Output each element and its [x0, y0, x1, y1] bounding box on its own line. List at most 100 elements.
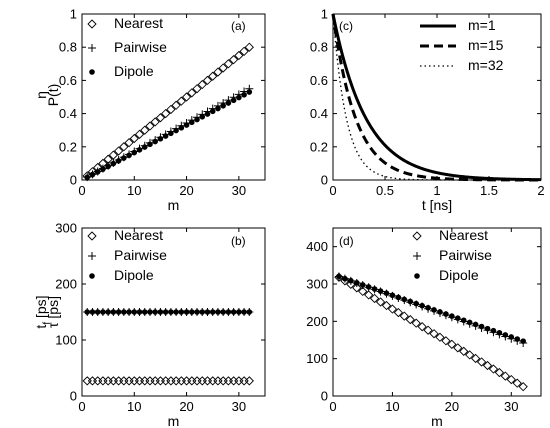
- data-point: [124, 138, 134, 148]
- data-point: [449, 313, 455, 319]
- data-point: [176, 96, 186, 106]
- data-point: [359, 282, 366, 288]
- data-point: [168, 130, 174, 137]
- data-point: [228, 55, 239, 65]
- data-point: [178, 125, 185, 131]
- data-point: [358, 286, 368, 297]
- data-point: [234, 50, 244, 61]
- data-point: [223, 59, 234, 69]
- data-point: [171, 376, 181, 386]
- data-point: [244, 376, 254, 386]
- y-tick-label: 200: [55, 277, 77, 292]
- data-point: [129, 133, 139, 144]
- data-point: [108, 376, 119, 386]
- data-point: [157, 309, 164, 315]
- data-point: [183, 309, 190, 315]
- panel-c: 0 0.5 1 1.5 200.20.40.60.81t [ns]P(t)(c) m=1m…: [45, 7, 545, 214]
- x-tick-label: 30: [232, 399, 246, 414]
- y-tick-label: 0.2: [59, 139, 77, 154]
- data-point: [241, 91, 247, 98]
- data-point: [246, 309, 253, 315]
- data-point: [178, 309, 185, 315]
- data-point: [407, 298, 414, 305]
- data-point: [476, 357, 487, 367]
- y-axis-label: tf [ps]: [33, 295, 53, 328]
- data-point: [192, 84, 202, 94]
- data-point: [377, 288, 384, 294]
- data-point: [215, 309, 221, 315]
- data-point: [183, 122, 190, 128]
- data-point: [145, 121, 155, 131]
- x-tick-label: 0: [329, 399, 336, 414]
- y-tick-label: 1: [70, 7, 77, 22]
- data-point: [82, 376, 92, 386]
- data-point: [218, 376, 228, 386]
- y-tick-label: 0.8: [310, 40, 328, 55]
- data-point: [500, 371, 510, 381]
- data-point: [105, 309, 111, 315]
- data-point: [119, 142, 129, 152]
- data-point: [161, 376, 171, 386]
- x-axis-label: m: [168, 197, 180, 213]
- legend-label: Dipole: [114, 267, 154, 283]
- legend-label: m=15: [468, 37, 504, 53]
- series-nearest: [82, 42, 254, 181]
- legend-label: Nearest: [114, 15, 163, 31]
- data-point: [465, 350, 475, 360]
- series-nearest: [82, 376, 254, 386]
- y-tick-label: 300: [55, 221, 77, 236]
- series-line-m=32: [332, 13, 541, 181]
- data-point: [204, 111, 211, 117]
- data-point: [208, 71, 218, 81]
- data-point: [89, 309, 96, 315]
- data-point: [166, 104, 176, 115]
- data-point: [494, 367, 505, 378]
- data-point: [157, 136, 164, 142]
- y-tick-label: 300: [306, 277, 328, 292]
- data-point: [150, 117, 160, 127]
- data-point: [155, 376, 166, 386]
- y-tick-label: 0.6: [59, 73, 77, 88]
- y-tick-label: 0.8: [59, 40, 77, 55]
- data-point: [162, 309, 169, 315]
- data-point: [204, 309, 211, 315]
- data-point: [176, 376, 186, 386]
- axes-box: [81, 227, 266, 397]
- series-dipole: [84, 309, 253, 315]
- legend: Nearest Pairwise Dipole: [412, 227, 492, 283]
- data-point: [352, 283, 362, 293]
- data-point: [119, 376, 129, 386]
- panel-label: (b): [231, 234, 246, 248]
- y-tick-label: 100: [306, 351, 328, 366]
- legend-marker: [414, 273, 420, 279]
- data-point: [393, 307, 404, 318]
- data-point: [134, 129, 145, 139]
- data-point: [230, 309, 237, 315]
- panel-label: (d): [339, 234, 354, 248]
- data-point: [199, 113, 206, 120]
- legend-marker: [412, 231, 422, 241]
- data-point: [202, 75, 213, 86]
- x-tick-label: 20: [179, 399, 193, 414]
- data-point: [518, 382, 528, 392]
- data-point: [93, 376, 103, 386]
- data-point: [472, 321, 479, 328]
- data-point: [113, 376, 124, 386]
- data-point: [197, 376, 207, 386]
- legend: m=1 m=15 m=32: [420, 17, 504, 73]
- data-point: [223, 376, 234, 386]
- data-point: [239, 46, 249, 56]
- data-point: [466, 319, 473, 326]
- data-point: [340, 276, 350, 286]
- y-axis-label: P(t): [45, 84, 61, 107]
- data-point: [423, 325, 433, 335]
- data-point: [171, 100, 181, 110]
- data-point: [131, 149, 138, 156]
- data-point: [187, 88, 197, 98]
- data-point: [166, 376, 176, 386]
- y-tick-label: 200: [306, 314, 328, 329]
- data-point: [246, 89, 253, 95]
- data-point: [383, 290, 390, 297]
